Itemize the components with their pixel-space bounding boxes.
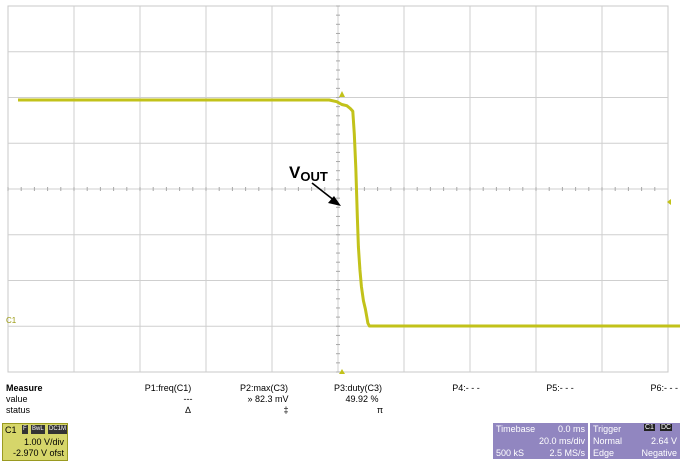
channel-ground-marker: C1 [6, 316, 17, 325]
graticule [7, 5, 669, 373]
value-label: value [6, 394, 28, 404]
annotation-arrow [311, 182, 336, 202]
waveform-path [18, 98, 680, 328]
trigger-position-marker [339, 91, 345, 97]
status-label: status [6, 405, 31, 415]
trigger-slope: Negative [641, 448, 677, 458]
scope-display [7, 5, 680, 374]
timebase-delay: 0.0 ms [557, 424, 585, 434]
trigger-box[interactable]: Trigger C1 DC Normal 2.64 V Edge Negativ… [590, 423, 680, 459]
badge-dc1m: DC1M [48, 425, 68, 434]
trigger-type: Edge [593, 448, 615, 458]
value-p3: 49.92 % [345, 394, 379, 404]
param-p4[interactable]: P4:- - - [452, 383, 480, 393]
channel-name: C1 [5, 425, 17, 435]
timebase-scale: 20.0 ms/div [538, 436, 585, 446]
badge-f: F [22, 425, 28, 434]
vout-annotation: VOUT [289, 163, 328, 184]
measure-title: Measure [6, 383, 43, 393]
status-p3-icon: π [376, 405, 384, 415]
value-p1: --- [183, 394, 193, 404]
badge-bwl: BwL [31, 425, 45, 434]
arrow-head [328, 196, 341, 206]
param-p6[interactable]: P6:- - - [650, 383, 678, 393]
status-p2-icon: ‡ [283, 405, 289, 415]
channel-scale: 1.00 V/div [23, 437, 64, 447]
param-p5[interactable]: P5:- - - [546, 383, 574, 393]
timebase-label: Timebase [496, 424, 536, 434]
trigger-coupling-badge: DC [660, 424, 673, 431]
param-p3[interactable]: P3:duty(C3) [333, 383, 383, 393]
status-p1-icon: ∆ [185, 405, 191, 415]
trigger-level: 2.64 V [650, 436, 677, 446]
waveform-trace [18, 98, 680, 328]
param-p2[interactable]: P2:max(C3) [239, 383, 289, 393]
trigger-level-marker [667, 199, 671, 205]
trigger-position-bottom-marker [339, 369, 345, 374]
channel-descriptor-box[interactable]: C1 F BwL DC1M 1.00 V/div -2.970 V ofst [2, 423, 68, 461]
value-p2: » 82.3 mV [247, 394, 289, 404]
param-p1[interactable]: P1:freq(C1) [144, 383, 192, 393]
timebase-rate: 2.5 MS/s [549, 448, 585, 458]
trigger-mode: Normal [593, 436, 623, 446]
timebase-box[interactable]: Timebase 0.0 ms 20.0 ms/div 500 kS 2.5 M… [493, 423, 588, 459]
trigger-label: Trigger [593, 424, 622, 434]
timebase-samples: 500 kS [496, 448, 525, 458]
channel-offset: -2.970 V ofst [12, 448, 64, 458]
trigger-source-badge: C1 [644, 424, 655, 431]
